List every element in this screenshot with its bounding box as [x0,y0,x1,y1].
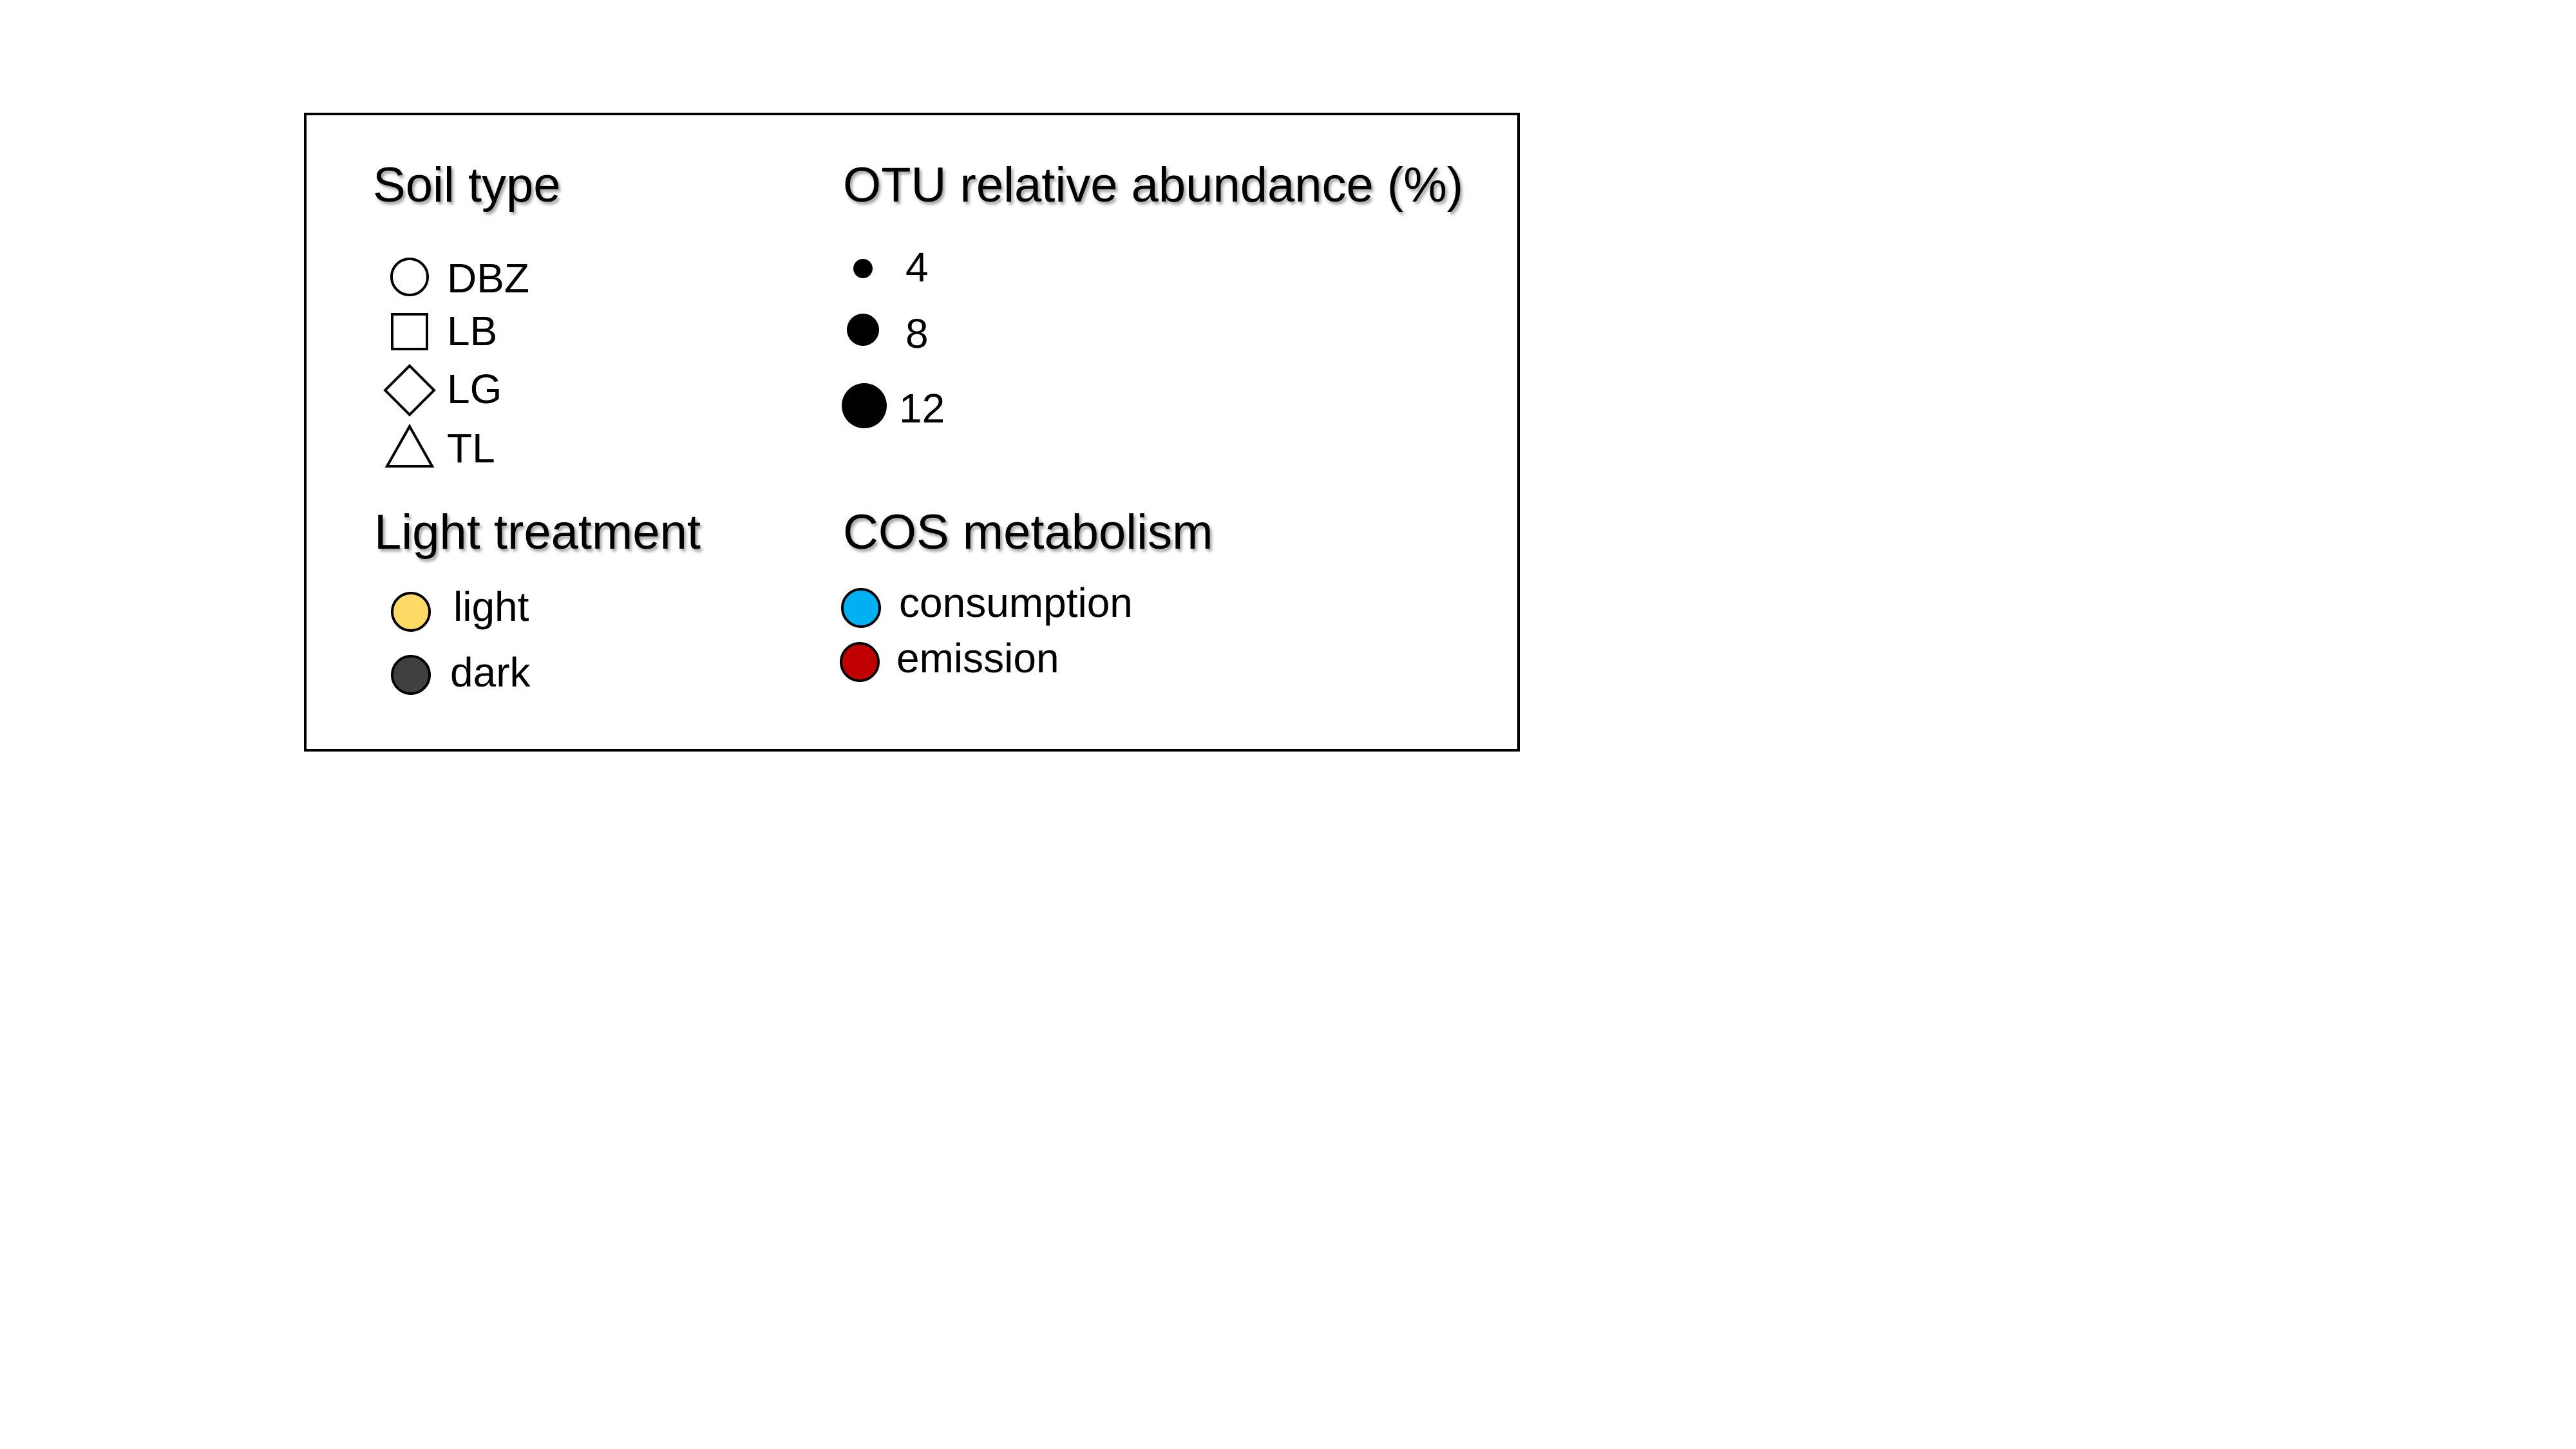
otu-abundance-8-label: 8 [905,310,929,357]
cos-metabolism-consumption-label: consumption [899,580,1133,626]
emission-color-swatch-icon [840,642,880,682]
size-4-circle-icon [853,259,873,278]
otu-abundance-12-label: 12 [899,385,945,431]
triangle-outline-icon [384,423,435,468]
soil-type-tl-label: TL [447,425,495,471]
light-color-swatch-icon [391,592,431,632]
diamond-outline-icon [383,364,436,417]
square-outline-icon [391,313,428,350]
soil-type-lg-label: LG [447,366,502,412]
dark-color-swatch-icon [391,655,431,695]
soil-type-lb-label: LB [447,308,498,354]
otu-abundance-title: OTU relative abundance (%) [843,158,1464,213]
cos-metabolism-emission-label: emission [896,635,1059,681]
light-treatment-light-label: light [453,583,529,630]
light-treatment-title: Light treatment [374,505,701,560]
consumption-color-swatch-icon [841,588,881,628]
circle-outline-icon [390,258,429,296]
cos-metabolism-title: COS metabolism [843,505,1213,560]
size-8-circle-icon [847,314,879,346]
legend-box [304,113,1520,752]
soil-type-title: Soil type [373,158,561,213]
size-12-circle-icon [842,383,887,428]
soil-type-dbz-label: DBZ [447,255,529,301]
light-treatment-dark-label: dark [450,649,531,696]
otu-abundance-4-label: 4 [905,244,929,290]
